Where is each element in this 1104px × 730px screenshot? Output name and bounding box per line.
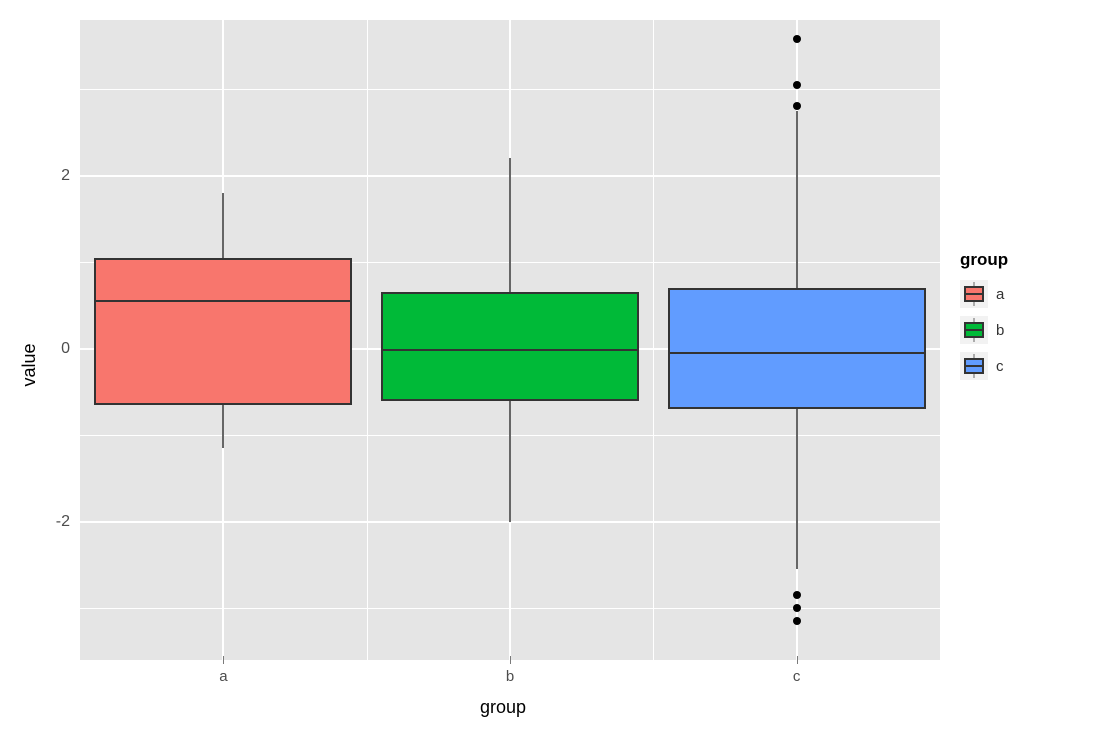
whisker-lower (222, 405, 224, 448)
grid-line-v-minor (653, 20, 654, 660)
legend-item: a (960, 280, 1008, 308)
median-line (381, 349, 639, 351)
legend-label: c (996, 358, 1004, 375)
y-tick-label: -2 (56, 513, 80, 531)
outlier-point (793, 591, 801, 599)
x-axis-label: group (480, 697, 526, 718)
legend-label: a (996, 286, 1004, 303)
x-tick-label: c (793, 660, 801, 685)
whisker-lower (509, 401, 511, 522)
legend-key-icon (960, 280, 988, 308)
median-line (668, 352, 926, 354)
y-axis-label: value (19, 343, 40, 386)
legend-title: group (960, 250, 1008, 270)
median-line (94, 300, 352, 302)
legend-key-icon (960, 352, 988, 380)
box-c (668, 288, 926, 409)
legend-item: c (960, 352, 1008, 380)
box-a (94, 258, 352, 405)
outlier-point (793, 102, 801, 110)
legend-key-icon (960, 316, 988, 344)
outlier-point (793, 35, 801, 43)
grid-line-v-minor (367, 20, 368, 660)
whisker-upper (509, 158, 511, 292)
legend-label: b (996, 322, 1004, 339)
outlier-point (793, 617, 801, 625)
y-tick-label: 2 (61, 167, 80, 185)
whisker-upper (796, 111, 798, 288)
plot-panel: -202abc (80, 20, 940, 660)
x-tick-label: b (506, 660, 514, 685)
outlier-point (793, 81, 801, 89)
boxplot-chart: value group -202abc group abc (0, 0, 1104, 730)
outlier-point (793, 604, 801, 612)
x-tick-label: a (219, 660, 227, 685)
legend-item: b (960, 316, 1008, 344)
legend: group a b c (960, 250, 1008, 388)
whisker-upper (222, 193, 224, 258)
y-tick-label: 0 (61, 340, 80, 358)
box-b (381, 292, 639, 400)
whisker-lower (796, 409, 798, 569)
